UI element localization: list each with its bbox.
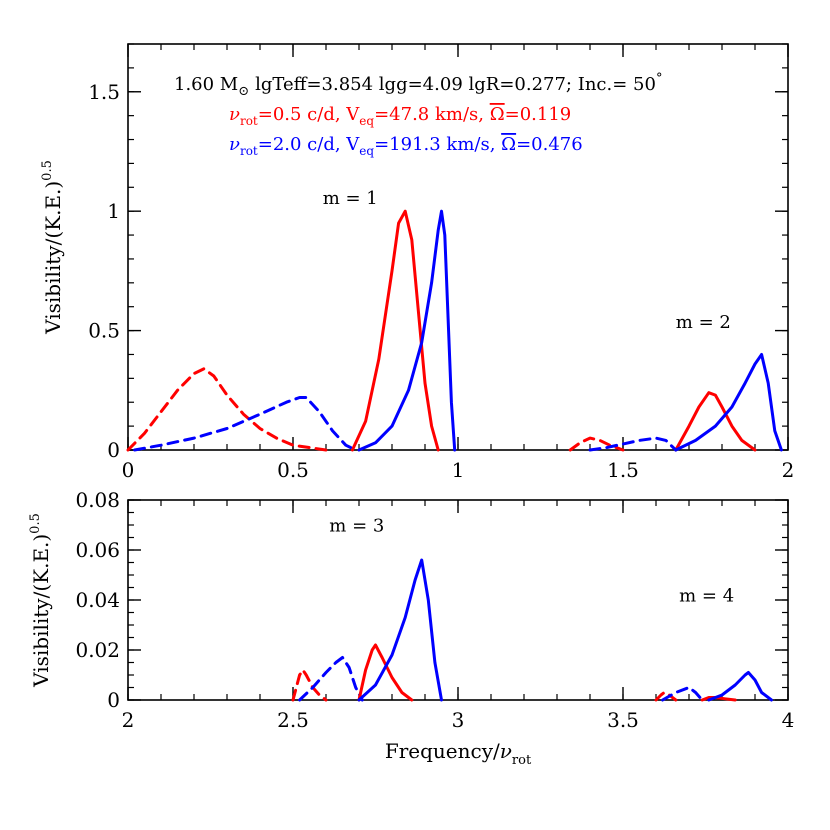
bottom-panel: 2 2.5 3 3.5 4 0 0.02 0.04 0.06 0.08 m = 3 m = 4 Vi…	[28, 488, 794, 768]
y-tick-label: 0.5	[88, 319, 120, 343]
header-veq-sub-blue: eq	[359, 144, 374, 158]
x-tick-label: 0.5	[277, 458, 309, 482]
series-line-dashed-1	[298, 656, 364, 702]
header-omega-blue: Ω	[501, 134, 516, 155]
header-nu-sub-red: rot	[240, 114, 258, 128]
series-line-dashed-4	[568, 436, 625, 452]
header-nu-red: ν	[229, 104, 240, 125]
x-tick-label: 3	[452, 708, 465, 732]
series-line-solid-5	[674, 391, 757, 452]
header-nu-sub-blue: rot	[240, 144, 258, 158]
bottom-y-axis-label: Visibility/(K.E.)0.5	[28, 513, 53, 688]
header-mass-sub: ⊙	[238, 84, 249, 99]
header-omega-val-blue: =0.476	[516, 134, 583, 155]
header-degree: °	[656, 71, 663, 86]
header-line-1: 1.60 M⊙ lgTeff=3.854 lgg=4.09 lgR=0.277; …	[174, 71, 662, 99]
x-tick-label: 2	[122, 708, 135, 732]
header-omega-red: Ω	[490, 104, 505, 125]
bottom-panel-ticks: 2 2.5 3 3.5 4 0 0.02 0.04 0.06 0.08	[75, 488, 794, 732]
header-veq-blue: =191.3 km/s,	[374, 134, 501, 155]
series-line-solid-3	[357, 558, 443, 702]
series-line-dashed-6	[588, 436, 678, 452]
header-line-3: νrot=2.0 c/d, Veq=191.3 km/s, Ω=0.476	[229, 134, 583, 158]
series-line-dashed-0	[126, 367, 328, 452]
header-veq-sub-red: eq	[359, 114, 374, 128]
header-line-2: νrot=0.5 c/d, Veq=47.8 km/s, Ω=0.119	[229, 104, 571, 128]
x-tick-label: 1.5	[607, 458, 639, 482]
series-line-solid-2	[357, 643, 414, 702]
header-nu-blue: ν	[229, 134, 240, 155]
series-line-solid-7	[674, 353, 783, 452]
mode-label: m = 4	[679, 585, 734, 606]
x-tick-label: 2.5	[277, 708, 309, 732]
y-tick-label: 0	[107, 688, 120, 712]
mode-label: m = 3	[329, 515, 384, 536]
y-tick-label: 0	[107, 438, 120, 462]
x-tick-label: 2	[782, 458, 795, 482]
series-line-dashed-2	[133, 396, 358, 452]
y-tick-label: 0.08	[75, 488, 120, 512]
top-panel: 0 0.5 1 1.5 2 0 0.5 1 1.5 m = 1 m = 2 1.60 M⊙ lgTe…	[40, 43, 795, 482]
header-mass: 1.60 M	[174, 74, 238, 95]
y-tick-label: 0.06	[75, 538, 120, 562]
series-line-solid-7	[707, 671, 773, 702]
x-tick-label: 4	[782, 708, 795, 732]
series-line-dashed-5	[661, 686, 704, 702]
series-line-solid-3	[357, 209, 457, 452]
x-tick-label: 3.5	[607, 708, 639, 732]
series-line-solid-1	[350, 209, 440, 452]
top-panel-ticks: 0 0.5 1 1.5 2 0 0.5 1 1.5	[88, 43, 795, 482]
header-freq-red: =0.5 c/d, V	[258, 104, 361, 125]
header-omega-val-red: =0.119	[505, 104, 572, 125]
mode-label: m = 1	[323, 188, 378, 209]
header-freq-blue: =2.0 c/d, V	[258, 134, 361, 155]
header-params: lgTeff=3.854 lgg=4.09 lgR=0.277; Inc.= 5…	[255, 74, 656, 95]
top-panel-annotations: m = 1 m = 2	[323, 188, 731, 333]
bottom-panel-annotations: m = 3 m = 4	[329, 515, 734, 606]
y-tick-label: 0.04	[75, 588, 120, 612]
x-tick-label: 0	[122, 458, 135, 482]
top-y-axis-label: Visibility/(K.E.)0.5	[40, 160, 65, 335]
mode-label: m = 2	[676, 312, 731, 333]
y-tick-label: 0.02	[75, 638, 120, 662]
top-panel-series	[126, 209, 783, 452]
y-tick-label: 1.5	[88, 80, 120, 104]
y-tick-label: 1	[107, 199, 120, 223]
x-tick-label: 1	[452, 458, 465, 482]
series-line-dashed-0	[291, 668, 328, 702]
header-veq-red: =47.8 km/s,	[374, 104, 490, 125]
x-axis-label: Frequency/νrot	[385, 739, 532, 768]
bottom-panel-series	[291, 558, 773, 702]
